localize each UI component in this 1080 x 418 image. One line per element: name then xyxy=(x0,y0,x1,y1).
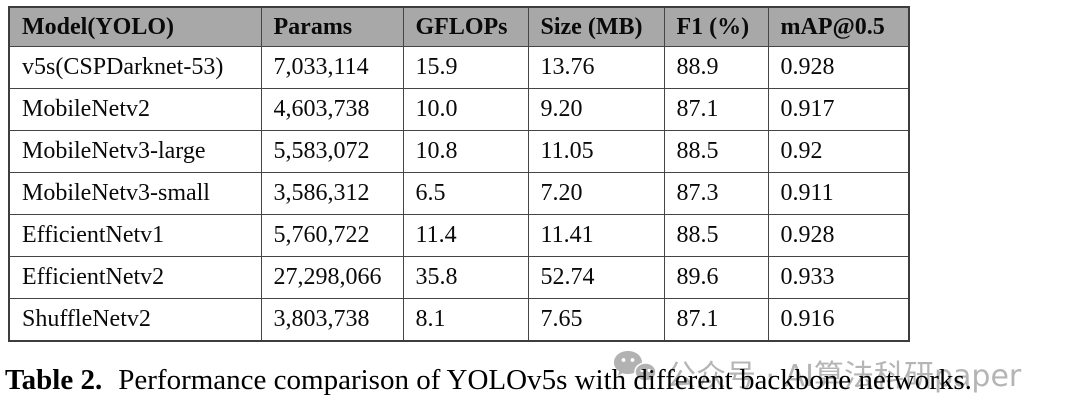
watermark-text: 公众号 · AI算法科研paper xyxy=(666,359,1022,394)
cell-map: 0.928 xyxy=(767,46,910,89)
cell-model: MobileNetv2 xyxy=(8,88,262,131)
column-header-f1: F1 (%) xyxy=(663,6,769,47)
column-header-gflops: GFLOPs xyxy=(402,6,529,47)
cell-size: 11.41 xyxy=(527,214,665,257)
table-header-row: Model(YOLO) Params GFLOPs Size (MB) F1 (… xyxy=(8,6,910,47)
cell-params: 27,298,066 xyxy=(260,256,404,299)
cell-gflops: 15.9 xyxy=(402,46,529,89)
cell-f1: 88.5 xyxy=(663,130,769,173)
cell-f1: 88.5 xyxy=(663,214,769,257)
cell-model: EfficientNetv1 xyxy=(8,214,262,257)
cell-gflops: 6.5 xyxy=(402,172,529,215)
cell-f1: 89.6 xyxy=(663,256,769,299)
cell-params: 5,583,072 xyxy=(260,130,404,173)
cell-f1: 88.9 xyxy=(663,46,769,89)
cell-model: MobileNetv3-large xyxy=(8,130,262,173)
performance-table: Model(YOLO) Params GFLOPs Size (MB) F1 (… xyxy=(8,6,910,342)
cell-params: 4,603,738 xyxy=(260,88,404,131)
cell-size: 11.05 xyxy=(527,130,665,173)
cell-gflops: 10.0 xyxy=(402,88,529,131)
cell-map: 0.928 xyxy=(767,214,910,257)
watermark: 公众号 · AI算法科研paper xyxy=(612,349,1021,397)
wechat-icon xyxy=(612,349,660,397)
cell-size: 7.65 xyxy=(527,298,665,342)
table-row: v5s(CSPDarknet-53) 7,033,114 15.9 13.76 … xyxy=(8,46,910,89)
caption-label: Table 2. xyxy=(5,364,103,396)
cell-f1: 87.3 xyxy=(663,172,769,215)
cell-size: 13.76 xyxy=(527,46,665,89)
cell-gflops: 10.8 xyxy=(402,130,529,173)
cell-size: 7.20 xyxy=(527,172,665,215)
cell-map: 0.911 xyxy=(767,172,910,215)
cell-map: 0.916 xyxy=(767,298,910,342)
cell-gflops: 35.8 xyxy=(402,256,529,299)
cell-map: 0.92 xyxy=(767,130,910,173)
cell-map: 0.933 xyxy=(767,256,910,299)
cell-gflops: 8.1 xyxy=(402,298,529,342)
table-row: MobileNetv3-small 3,586,312 6.5 7.20 87.… xyxy=(8,172,910,215)
table-row: EfficientNetv1 5,760,722 11.4 11.41 88.5… xyxy=(8,214,910,257)
column-header-map: mAP@0.5 xyxy=(767,6,910,47)
cell-gflops: 11.4 xyxy=(402,214,529,257)
cell-params: 3,586,312 xyxy=(260,172,404,215)
table-row: MobileNetv3-large 5,583,072 10.8 11.05 8… xyxy=(8,130,910,173)
column-header-params: Params xyxy=(260,6,404,47)
cell-params: 3,803,738 xyxy=(260,298,404,342)
cell-size: 52.74 xyxy=(527,256,665,299)
cell-model: ShuffleNetv2 xyxy=(8,298,262,342)
cell-model: EfficientNetv2 xyxy=(8,256,262,299)
cell-model: MobileNetv3-small xyxy=(8,172,262,215)
cell-params: 5,760,722 xyxy=(260,214,404,257)
table-row: ShuffleNetv2 3,803,738 8.1 7.65 87.1 0.9… xyxy=(8,298,910,342)
cell-f1: 87.1 xyxy=(663,298,769,342)
cell-size: 9.20 xyxy=(527,88,665,131)
column-header-size: Size (MB) xyxy=(527,6,665,47)
table-row: MobileNetv2 4,603,738 10.0 9.20 87.1 0.9… xyxy=(8,88,910,131)
cell-params: 7,033,114 xyxy=(260,46,404,89)
cell-model: v5s(CSPDarknet-53) xyxy=(8,46,262,89)
table-caption: Table 2. Performance comparison of YOLOv5… xyxy=(5,364,1080,397)
caption-text: Performance comparison of YOLOv5s with d… xyxy=(118,364,972,396)
table-row: EfficientNetv2 27,298,066 35.8 52.74 89.… xyxy=(8,256,910,299)
column-header-model: Model(YOLO) xyxy=(8,6,262,47)
cell-f1: 87.1 xyxy=(663,88,769,131)
cell-map: 0.917 xyxy=(767,88,910,131)
